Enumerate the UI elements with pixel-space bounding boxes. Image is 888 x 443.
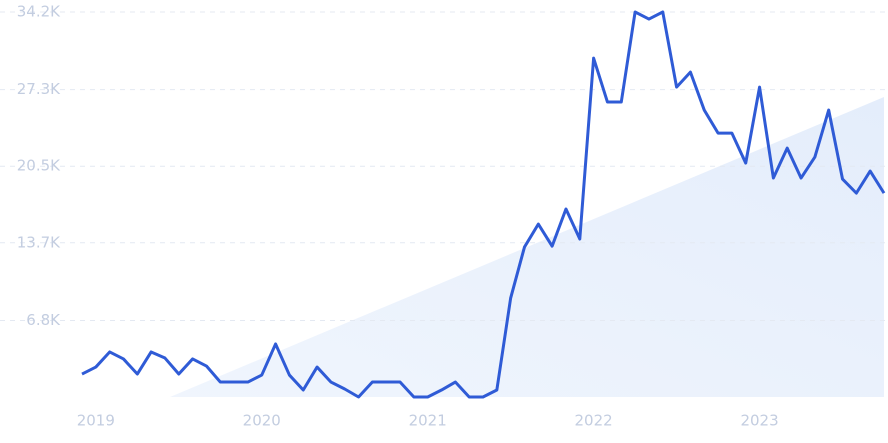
y-tick-label: 27.3K bbox=[17, 80, 61, 98]
x-tick-label: 2021 bbox=[409, 412, 447, 430]
y-tick-label: 13.7K bbox=[17, 233, 61, 251]
trend-line bbox=[81, 10, 886, 399]
x-tick-label: 2020 bbox=[243, 412, 281, 430]
x-tick-label: 2023 bbox=[740, 412, 778, 430]
x-tick-label: 2019 bbox=[77, 412, 115, 430]
y-tick-label: 20.5K bbox=[17, 157, 61, 175]
y-tick-label: 6.8K bbox=[26, 311, 61, 329]
trend-area bbox=[170, 97, 884, 397]
x-tick-label: 2022 bbox=[575, 412, 613, 430]
y-tick-label: 34.2K bbox=[17, 3, 61, 21]
